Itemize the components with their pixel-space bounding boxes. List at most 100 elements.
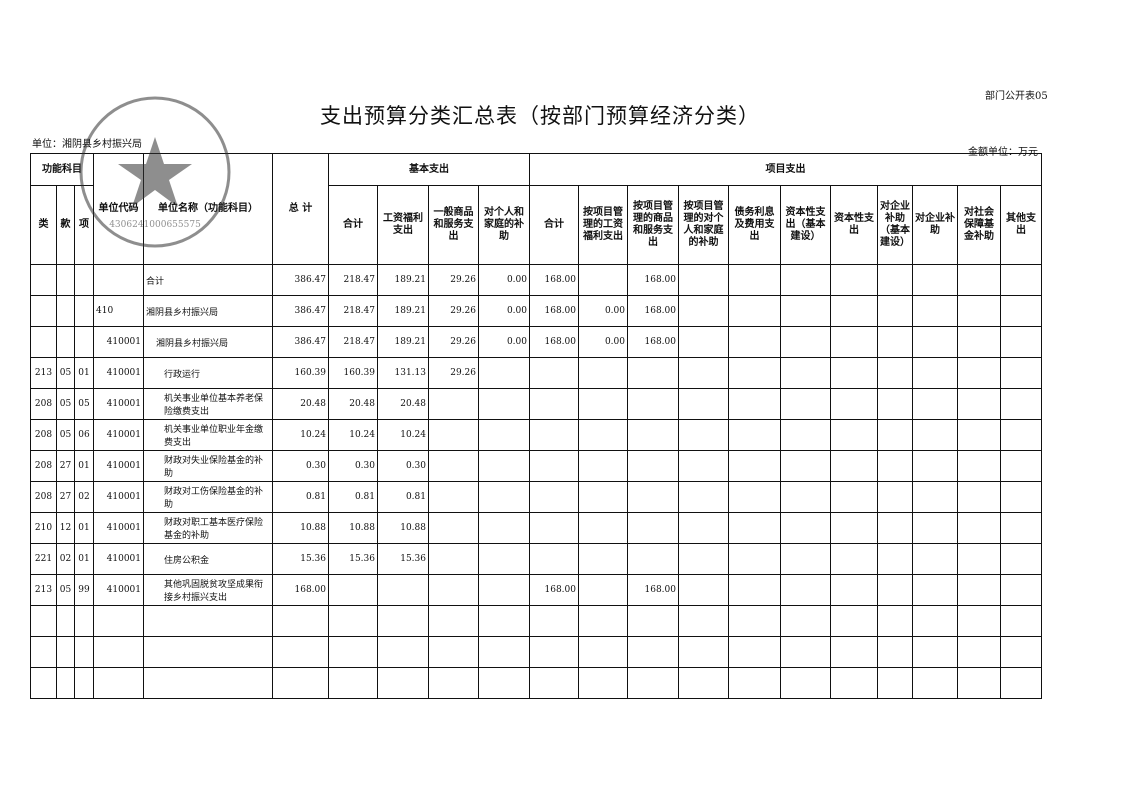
cell-code: 410001 xyxy=(93,388,144,420)
cell-total: 15.36 xyxy=(272,543,329,575)
cell-p_wage xyxy=(578,388,628,420)
empty-cell xyxy=(912,388,958,420)
kuan-header: 款 xyxy=(56,185,75,265)
cell-b_wage: 189.21 xyxy=(377,295,429,327)
cell-b_personal xyxy=(478,388,530,420)
cell-p_wage xyxy=(578,357,628,389)
empty-cell xyxy=(678,295,729,327)
cell-lei: 221 xyxy=(30,543,57,575)
empty-cell xyxy=(578,636,628,668)
empty-cell xyxy=(780,667,831,699)
empty-cell xyxy=(627,667,679,699)
cell-code: 410001 xyxy=(93,450,144,482)
cell-xiang xyxy=(74,264,94,296)
empty-cell xyxy=(957,512,1001,544)
empty-cell xyxy=(912,574,958,606)
empty-cell xyxy=(877,605,913,637)
cell-total: 0.81 xyxy=(272,481,329,513)
cell-code xyxy=(93,264,144,296)
cell-b_goods xyxy=(428,512,479,544)
empty-cell xyxy=(957,388,1001,420)
empty-cell xyxy=(627,636,679,668)
empty-cell xyxy=(272,605,329,637)
empty-cell xyxy=(728,326,781,358)
table-row: 208 05 05 410001 机关事业单位基本养老保险缴费支出 20.48 20.48 2… xyxy=(30,388,1042,420)
cell-b_total: 15.36 xyxy=(328,543,378,575)
cell-p_total: 168.00 xyxy=(529,264,579,296)
empty-cell xyxy=(912,543,958,575)
empty-cell xyxy=(957,574,1001,606)
table-row: 213 05 01 410001 行政运行 160.39 160.39 131.13 29.26 xyxy=(30,357,1042,389)
cell-xiang xyxy=(74,326,94,358)
table-row: 合计 386.47 218.47 189.21 29.26 0.00 168.00 168.0… xyxy=(30,264,1042,296)
cell-name: 财政对职工基本医疗保险基金的补助 xyxy=(143,512,273,544)
empty-cell xyxy=(728,357,781,389)
cell-p_goods xyxy=(627,357,679,389)
empty-cell xyxy=(780,419,831,451)
project-col-header: 按项目管理的对个人和家庭的补助 xyxy=(678,185,729,265)
empty-cell xyxy=(1000,450,1042,482)
empty-cell xyxy=(93,636,144,668)
cell-b_goods: 29.26 xyxy=(428,295,479,327)
empty-cell xyxy=(780,450,831,482)
cell-b_wage: 0.81 xyxy=(377,481,429,513)
empty-cell xyxy=(678,419,729,451)
project-header: 项目支出 xyxy=(529,153,1042,186)
empty-cell xyxy=(1000,357,1042,389)
basic-col-header: 工资福利支出 xyxy=(377,185,429,265)
cell-b_wage: 20.48 xyxy=(377,388,429,420)
cell-p_goods: 168.00 xyxy=(627,574,679,606)
cell-p_total xyxy=(529,419,579,451)
empty-cell xyxy=(678,481,729,513)
cell-name: 财政对失业保险基金的补助 xyxy=(143,450,273,482)
empty-cell xyxy=(1000,574,1042,606)
empty-cell xyxy=(74,605,94,637)
empty-cell xyxy=(678,264,729,296)
empty-cell xyxy=(912,667,958,699)
empty-cell xyxy=(93,667,144,699)
empty-cell xyxy=(678,357,729,389)
empty-cell xyxy=(678,667,729,699)
empty-cell xyxy=(830,605,878,637)
cell-b_goods: 29.26 xyxy=(428,264,479,296)
cell-lei: 213 xyxy=(30,574,57,606)
cell-p_total: 168.00 xyxy=(529,326,579,358)
cell-lei: 208 xyxy=(30,450,57,482)
cell-p_total xyxy=(529,450,579,482)
cell-kuan: 05 xyxy=(56,574,75,606)
cell-xiang: 06 xyxy=(74,419,94,451)
cell-p_wage xyxy=(578,264,628,296)
cell-total: 0.30 xyxy=(272,450,329,482)
cell-b_total xyxy=(328,574,378,606)
empty-cell xyxy=(728,636,781,668)
empty-cell xyxy=(780,512,831,544)
empty-cell xyxy=(877,357,913,389)
project-col-header: 对企业补助 xyxy=(912,185,958,265)
cell-p_total xyxy=(529,357,579,389)
cell-b_goods xyxy=(428,388,479,420)
cell-kuan: 05 xyxy=(56,357,75,389)
empty-cell xyxy=(877,388,913,420)
cell-b_total: 0.81 xyxy=(328,481,378,513)
empty-cell xyxy=(957,357,1001,389)
cell-kuan xyxy=(56,326,75,358)
empty-cell xyxy=(1000,481,1042,513)
cell-total: 10.24 xyxy=(272,419,329,451)
basic-header: 基本支出 xyxy=(328,153,530,186)
empty-cell xyxy=(1000,605,1042,637)
empty-cell xyxy=(780,357,831,389)
cell-p_wage xyxy=(578,543,628,575)
cell-xiang: 01 xyxy=(74,357,94,389)
empty-cell xyxy=(728,667,781,699)
cell-b_total: 218.47 xyxy=(328,264,378,296)
empty-cell xyxy=(678,543,729,575)
cell-code: 410001 xyxy=(93,357,144,389)
empty-cell xyxy=(728,419,781,451)
cell-b_total: 10.88 xyxy=(328,512,378,544)
form-number: 部门公开表05 xyxy=(985,91,1048,102)
table-row: 208 27 02 410001 财政对工伤保险基金的补助 0.81 0.81 0.81 xyxy=(30,481,1042,513)
cell-kuan xyxy=(56,264,75,296)
empty-cell xyxy=(1000,295,1042,327)
empty-cell xyxy=(780,481,831,513)
cell-name: 其他巩固脱贫攻坚成果衔接乡村振兴支出 xyxy=(143,574,273,606)
